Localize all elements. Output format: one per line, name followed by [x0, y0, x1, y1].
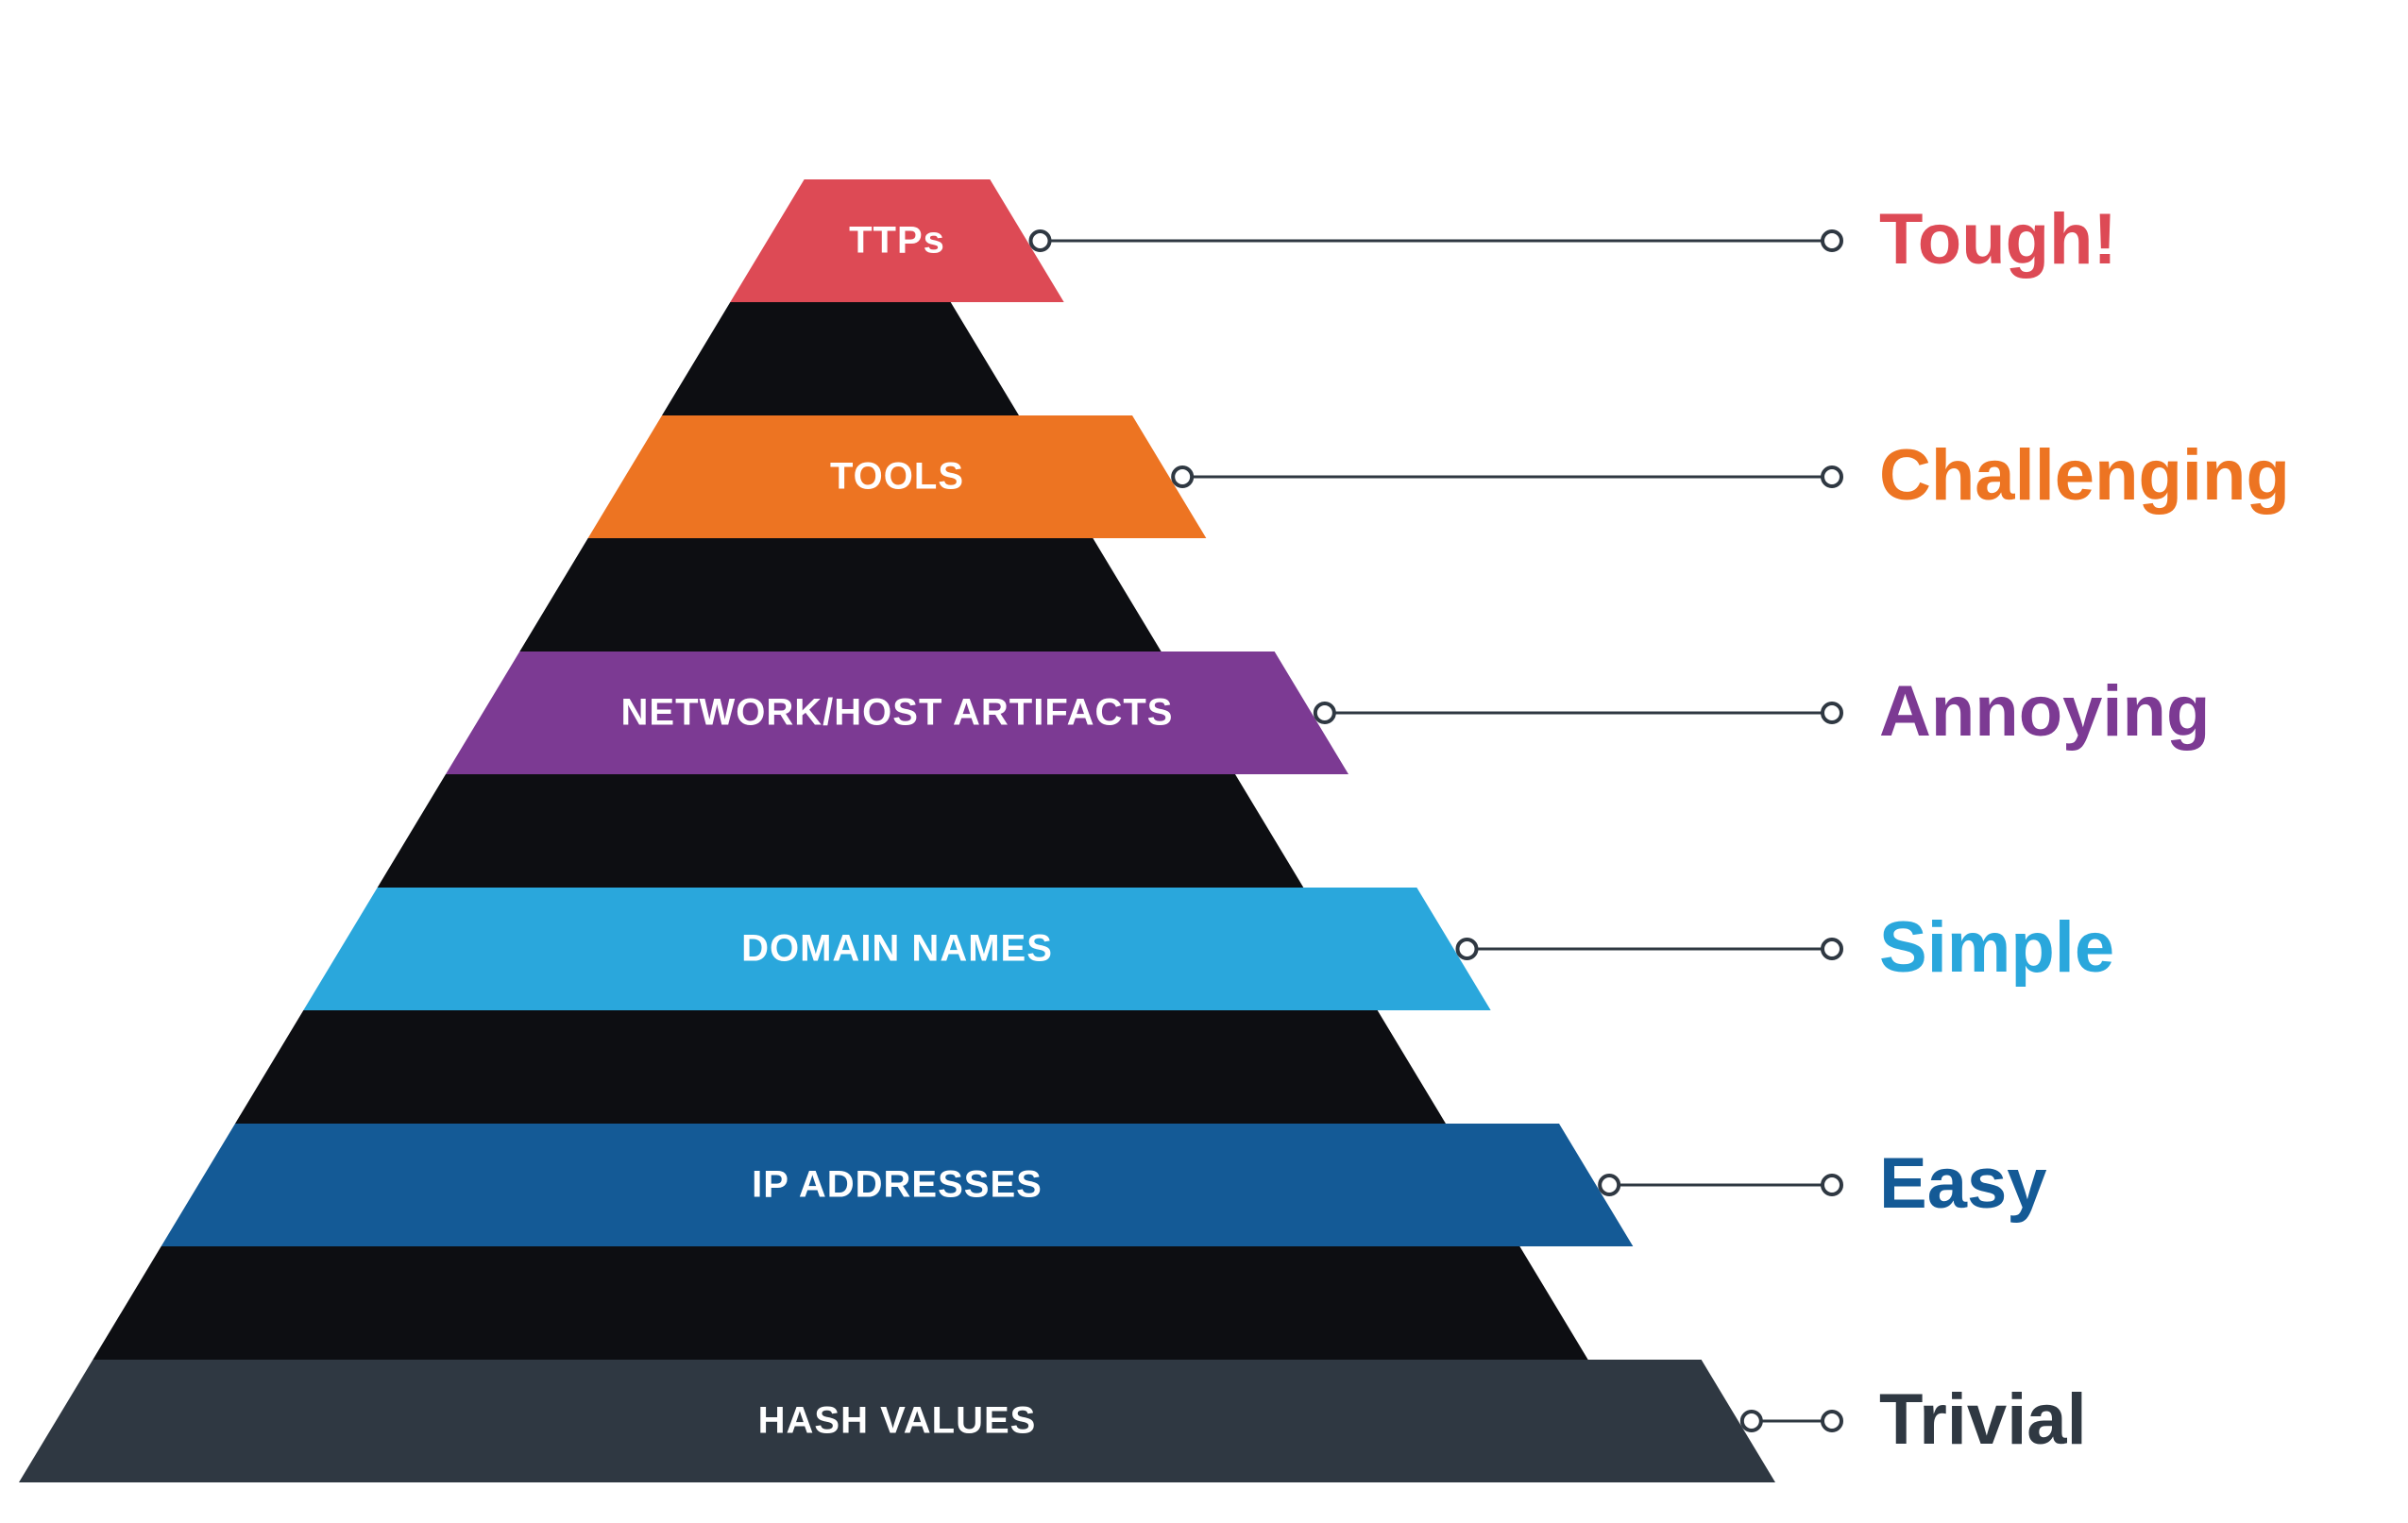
tier-hashes: HASH VALUES Trivial [19, 1360, 2087, 1482]
pyramid-diagram: TTPs Tough! TOOLS Challenging NETWORK/HOST A… [0, 0, 2408, 1523]
tier-label-domains: DOMAIN NAMES [741, 928, 1053, 970]
tier-domains: DOMAIN NAMES Simple [303, 888, 2114, 1010]
connector-tools [1173, 467, 1841, 486]
connector-ips [1600, 1176, 1841, 1194]
connector-ttps [1031, 231, 1841, 250]
tier-label-artifacts: NETWORK/HOST ARTIFACTS [621, 692, 1174, 734]
tier-label-hashes: HASH VALUES [758, 1400, 1037, 1442]
shadow-domains-to-ips [235, 1010, 1446, 1124]
tier-label-ttps: TTPs [849, 220, 945, 262]
shadow-ttps-to-tools [662, 302, 1019, 415]
difficulty-label-ips: Easy [1879, 1143, 2047, 1224]
connector-hashes [1742, 1412, 1841, 1430]
tier-ips: IP ADDRESSES Easy [161, 1124, 2047, 1246]
shadow-ips-to-hashes [93, 1246, 1587, 1360]
connector-domains [1458, 939, 1841, 958]
difficulty-label-hashes: Trivial [1879, 1379, 2087, 1460]
tier-tools: TOOLS Challenging [588, 415, 2290, 538]
connector-artifacts [1315, 703, 1841, 722]
difficulty-label-tools: Challenging [1879, 435, 2290, 516]
tier-ttps: TTPs Tough! [730, 179, 2116, 302]
difficulty-label-domains: Simple [1879, 907, 2114, 988]
shadow-artifacts-to-domains [378, 774, 1304, 888]
shadow-tools-to-artifacts [519, 538, 1161, 652]
difficulty-label-artifacts: Annoying [1879, 671, 2210, 752]
tier-label-ips: IP ADDRESSES [752, 1164, 1043, 1206]
tier-label-tools: TOOLS [830, 456, 964, 498]
difficulty-label-ttps: Tough! [1879, 199, 2117, 279]
tier-artifacts: NETWORK/HOST ARTIFACTS Annoying [446, 652, 2210, 774]
